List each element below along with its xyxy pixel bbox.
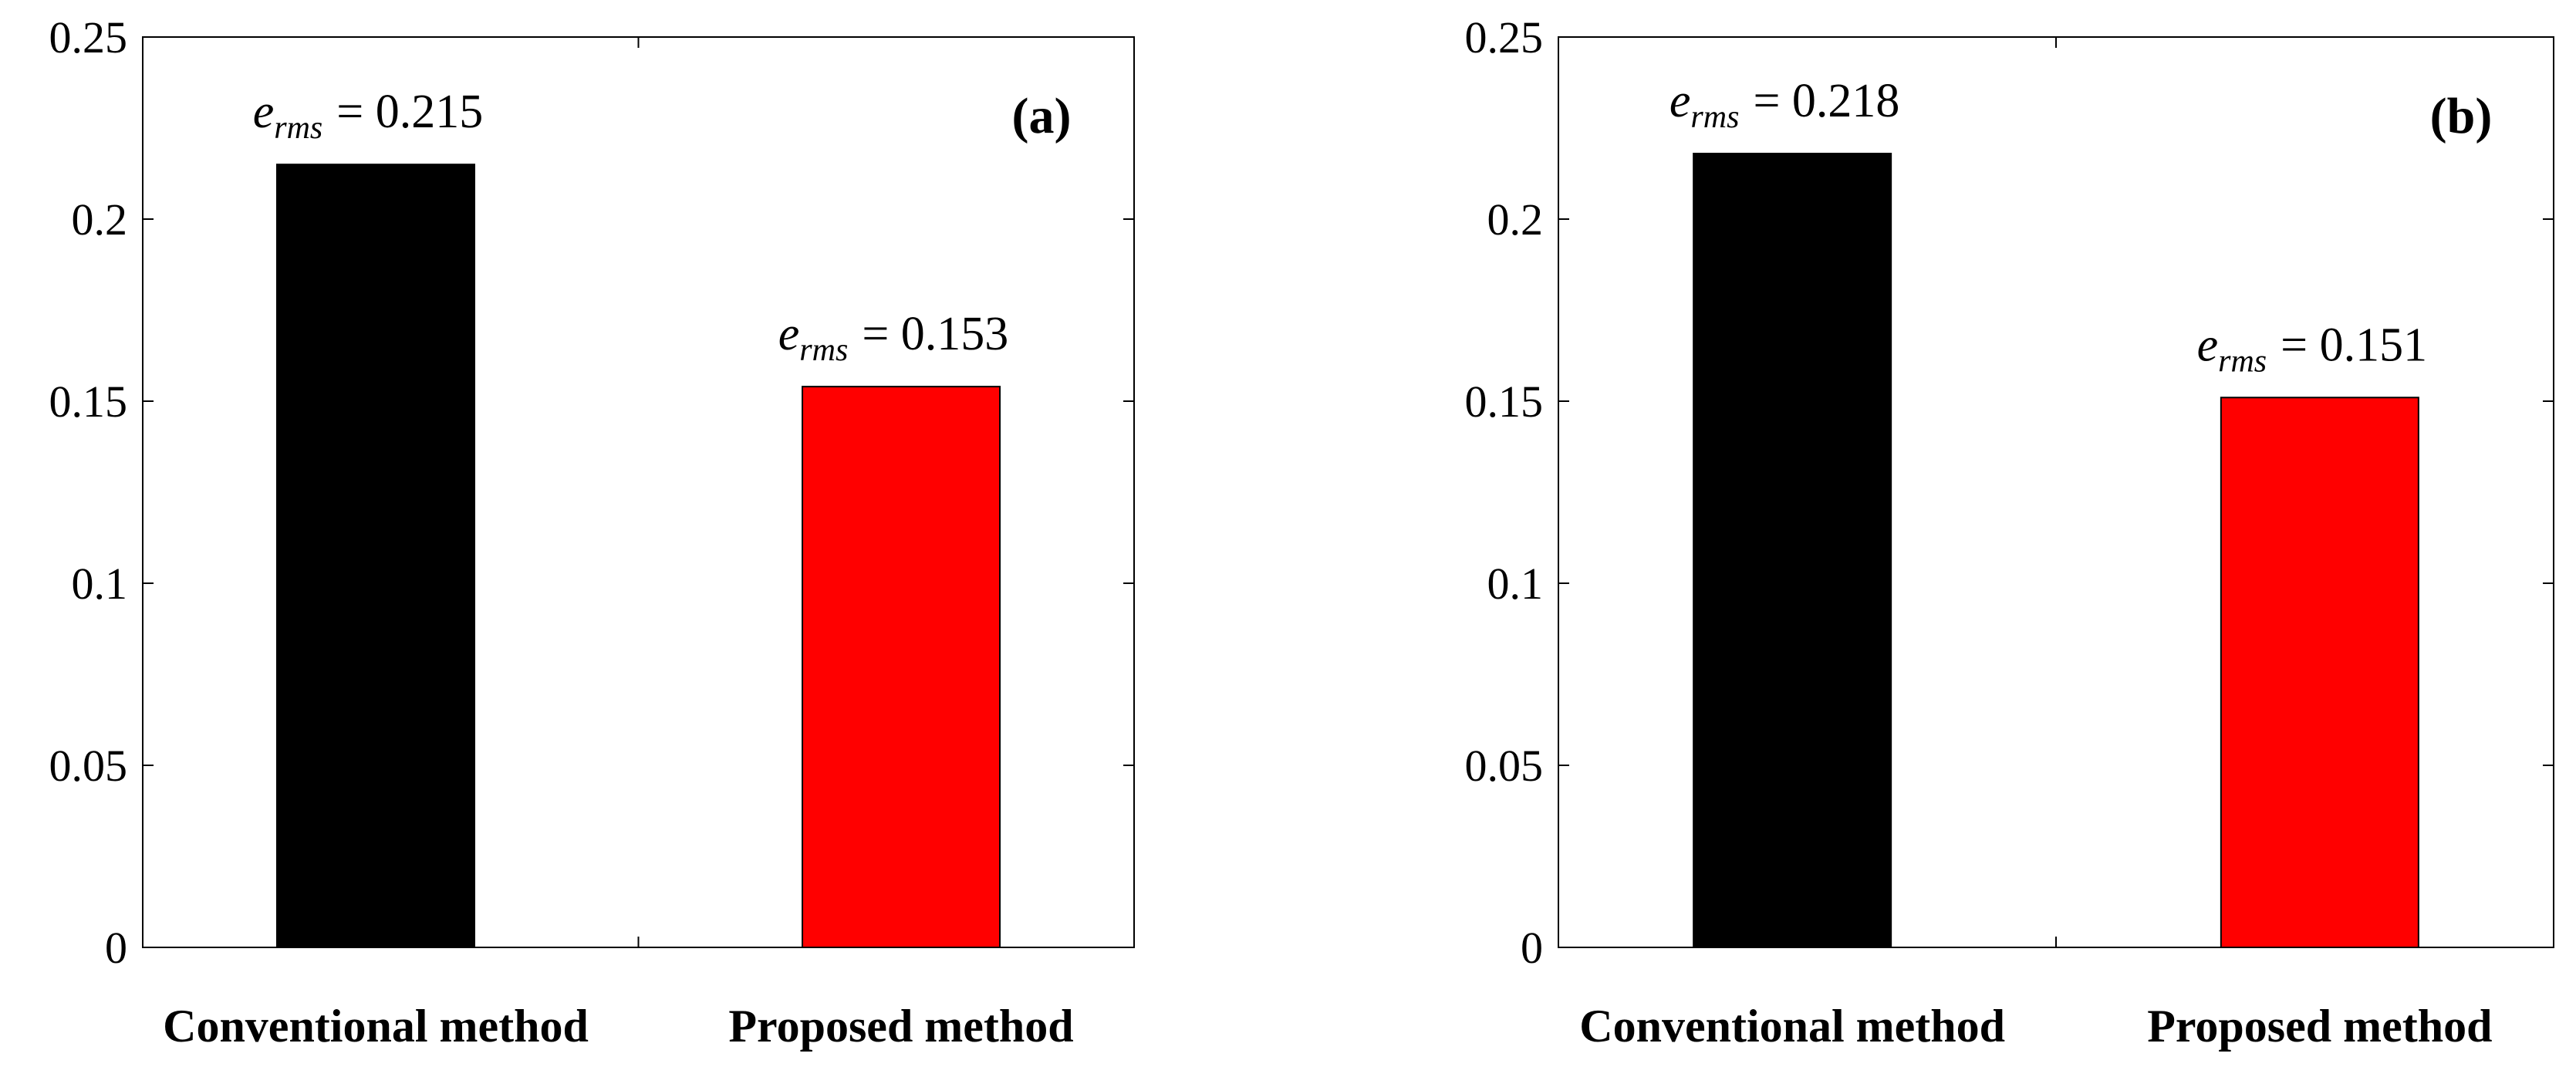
x-category-label: Conventional method: [163, 1001, 589, 1052]
y-tick-label: 0.25: [1465, 12, 1544, 62]
panel-label: (b): [2430, 88, 2493, 144]
data-label-value: = 0.218: [1753, 75, 1899, 127]
data-label-symbol: e: [253, 86, 275, 138]
y-tick-label: 0: [1521, 923, 1543, 973]
data-label: erms = 0.215: [253, 86, 484, 146]
y-tick-label: 0: [105, 923, 127, 973]
x-category-label: Proposed method: [2147, 1001, 2492, 1052]
data-label-subscript: rms: [2218, 343, 2267, 379]
data-label-subscript: rms: [1690, 100, 1739, 135]
data-label-value: = 0.151: [2281, 319, 2427, 371]
y-tick-label: 0.05: [1465, 741, 1544, 791]
data-label-symbol: e: [2197, 319, 2219, 371]
data-label-value: = 0.215: [336, 86, 483, 138]
y-tick-label: 0.2: [72, 194, 128, 245]
data-label: erms = 0.151: [2197, 319, 2428, 379]
y-tick-label: 0.1: [72, 559, 128, 609]
y-tick-label: 0.2: [1487, 194, 1544, 245]
bar-proposed: [2220, 397, 2419, 948]
y-tick-label: 0.1: [1487, 559, 1544, 609]
x-category-label: Proposed method: [728, 1001, 1073, 1052]
bar-proposed: [802, 386, 1001, 948]
data-label-subscript: rms: [274, 110, 322, 146]
y-tick-label: 0.15: [1465, 376, 1544, 427]
y-tick-label: 0.05: [49, 741, 128, 791]
data-label: erms = 0.218: [1670, 75, 1900, 135]
data-label: erms = 0.153: [778, 308, 1009, 368]
y-tick-label: 0.15: [49, 376, 128, 427]
data-label-subscript: rms: [799, 333, 848, 368]
data-label-symbol: e: [1670, 75, 1691, 127]
x-category-label: Conventional method: [1579, 1001, 2005, 1052]
chart-panel-a: 0 0.05 0.1 0.15 0.2 0.25 Conventional method Pr…: [49, 12, 1135, 1052]
chart-panel-b: 0 0.05 0.1 0.15 0.2 0.25 Conventional method Pr…: [1465, 12, 2554, 1052]
bar-conventional: [275, 164, 475, 948]
data-label-value: = 0.153: [862, 308, 1008, 360]
panel-label: (a): [1012, 88, 1072, 144]
data-label-symbol: e: [778, 308, 800, 360]
bar-conventional: [1693, 153, 1892, 948]
y-tick-label: 0.25: [49, 12, 128, 62]
